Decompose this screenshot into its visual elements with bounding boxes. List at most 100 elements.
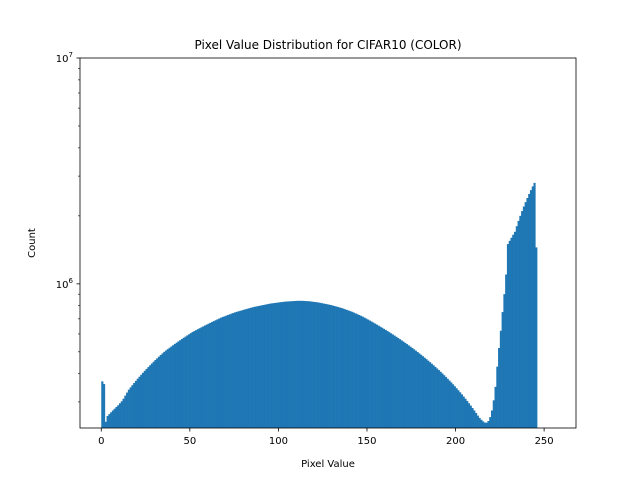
histogram-bar [257,306,260,428]
histogram-bar [290,301,293,428]
histogram-bar [418,353,421,428]
histogram-bar [147,367,150,428]
histogram-bar [180,338,184,428]
histogram-bar [517,220,520,428]
histogram-bar [111,410,115,428]
histogram-bar [315,302,318,428]
histogram-bar [188,334,191,428]
histogram-bar [455,388,458,428]
histogram-bar [365,318,368,428]
histogram-bar [280,302,283,428]
y-axis-ticks: 106 107 [56,51,80,403]
histogram-bar [209,322,212,428]
histogram-bar [370,321,373,428]
histogram-bar [149,365,152,428]
x-tick-label: 0 [98,436,104,447]
histogram-bar [322,303,325,428]
histogram-bar [359,315,363,428]
histogram-bar [193,331,196,428]
histogram-bar [154,360,157,428]
histogram-bar [499,330,502,428]
histogram-bar [482,421,485,428]
histogram-bar [351,311,354,428]
histogram-bar [436,368,439,428]
histogram-bar [338,307,341,428]
histogram-bar [372,322,375,428]
histogram-bar [434,366,437,428]
histogram-bar [413,349,416,428]
histogram-bar [278,302,281,428]
histogram-bar [138,376,141,428]
histogram-bar [347,310,350,428]
histogram-bar [379,326,382,428]
histogram-bar [173,343,177,428]
histogram-bar [168,347,171,428]
histogram-bar [409,346,412,428]
histogram-bar [320,303,324,428]
histogram-bar [382,328,386,428]
histogram-bar [166,349,169,428]
histogram-bar [333,305,336,428]
histogram-bar [248,308,251,428]
histogram-bar [505,274,508,428]
histogram-bar [354,313,357,428]
histogram-bar [273,303,276,428]
histogram-bar [439,371,442,428]
histogram-bar [496,366,499,428]
x-tick-label: 150 [357,436,376,447]
histogram-bar [519,215,522,428]
histogram-bar [140,374,143,428]
histogram-bar [368,320,371,428]
histogram-bar [281,301,285,428]
histogram-bar [104,421,107,428]
histogram-bar [161,353,164,428]
histogram-bar [303,300,306,428]
histogram-bar [195,330,198,428]
histogram-bar [129,387,132,428]
histogram-bar [250,307,253,428]
histogram-bar [156,358,159,428]
histogram-bar [145,368,148,428]
histogram-bar [521,211,524,428]
histogram-bar [448,380,451,428]
histogram-bar [503,294,506,428]
histogram-bar [202,326,205,428]
histogram-bar [163,351,166,428]
histogram-bar [358,314,361,428]
histogram-bar [235,311,239,428]
histogram-bar [402,341,405,428]
histogram-bar [152,361,155,428]
histogram-bar [501,312,504,428]
histogram-bar [304,301,308,428]
histogram-bar [335,306,338,428]
histogram-bar [204,325,207,428]
histogram-bar [391,334,394,428]
bar-series [101,182,538,428]
histogram-bar [506,244,510,428]
histogram-bar [457,390,460,428]
histogram-bar [430,363,433,428]
histogram-bar [441,373,444,428]
histogram-bar [492,400,495,428]
histogram-bar [205,324,208,428]
histogram-bar [345,309,348,428]
histogram-bar [124,395,127,428]
histogram-bar [170,346,173,428]
histogram-bar [301,300,304,428]
histogram-bar [313,302,316,428]
histogram-bar [526,197,529,428]
histogram-bar [159,355,162,428]
histogram-bar [421,356,425,428]
histogram-bar [175,342,178,428]
histogram-bar [483,422,487,428]
histogram-bar [264,304,267,428]
histogram-bar [326,304,329,428]
histogram-bar [390,333,393,428]
histogram-bar [267,303,270,428]
histogram-bar [289,301,292,428]
histogram-bar [366,319,370,428]
histogram-bar [200,327,203,428]
histogram-bar [110,412,113,428]
histogram-bar [150,363,153,428]
histogram-bar [108,414,111,428]
